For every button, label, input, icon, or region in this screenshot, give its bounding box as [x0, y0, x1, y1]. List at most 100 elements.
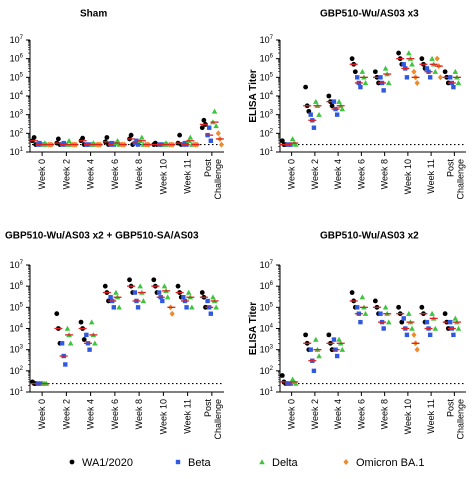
legend: WA1/2020 Beta Delta Omicron BA.1: [69, 457, 424, 469]
x-tick-label: Week 4: [86, 159, 96, 189]
y-tick-label: 104: [260, 91, 274, 101]
data-point: [138, 134, 145, 140]
x-tick-label: Week 11: [183, 159, 193, 194]
x-tick-label: Week 2: [61, 159, 71, 189]
x-tick-label: Week 2: [61, 399, 71, 429]
data-point: [355, 75, 360, 80]
data-point: [181, 295, 186, 300]
data-point: [108, 295, 113, 300]
y-tick-label: 105: [10, 72, 24, 82]
data-point: [401, 62, 406, 67]
x-tick-label: PostChallenge: [445, 399, 465, 440]
x-tick-label: Week 6: [356, 159, 366, 189]
data-point: [187, 134, 194, 140]
legend-marker: [259, 459, 265, 465]
data-point: [151, 277, 157, 283]
data-point: [396, 304, 402, 310]
data-point: [279, 373, 285, 378]
data-point: [334, 353, 340, 359]
data-point: [55, 136, 61, 142]
data-point: [169, 310, 175, 317]
y-tick-label: 103: [260, 110, 274, 120]
data-point: [111, 305, 117, 310]
x-tick-label: Week 0: [37, 399, 47, 429]
data-point: [184, 305, 189, 310]
data-point: [427, 332, 433, 338]
data-point: [210, 294, 216, 300]
y-tick-label: 105: [260, 302, 274, 312]
data-point: [127, 277, 132, 283]
y-tick-label: 101: [10, 147, 24, 157]
data-point: [137, 283, 143, 289]
data-point: [213, 123, 219, 129]
data-point: [88, 319, 95, 325]
y-tick-label: 101: [260, 387, 274, 397]
data-point: [164, 294, 171, 300]
data-point: [434, 55, 440, 62]
data-point: [414, 346, 420, 353]
x-tick-label: Week 8: [134, 399, 144, 429]
data-point: [419, 304, 425, 310]
data-point: [339, 106, 346, 112]
data-point: [199, 290, 205, 295]
data-point: [401, 316, 406, 321]
legend-label: Beta: [188, 457, 212, 469]
data-point: [205, 298, 210, 304]
y-tick-label: 102: [260, 128, 274, 138]
data-point: [292, 380, 299, 386]
data-point: [411, 68, 417, 75]
x-tick-label: PostChallenge: [445, 159, 465, 200]
data-point: [64, 325, 71, 331]
data-point: [316, 111, 322, 117]
x-tick-label: Week 8: [380, 159, 390, 189]
data-point: [189, 304, 195, 310]
legend-label: WA1/2020: [82, 457, 133, 469]
data-point: [409, 61, 415, 67]
data-point: [132, 290, 138, 295]
data-point: [429, 310, 435, 316]
data-point: [303, 84, 309, 90]
data-point: [442, 69, 448, 75]
data-point: [313, 336, 319, 342]
data-point: [63, 362, 68, 367]
data-point: [311, 368, 317, 374]
data-point: [336, 336, 342, 342]
data-point: [135, 142, 141, 147]
y-tick-label: 104: [260, 324, 274, 334]
data-point: [355, 305, 360, 310]
y-tick-label: 107: [10, 35, 24, 45]
chart-panel: GBP510-Wu/AS03 x2 + GBP510-SA/AS03 101 102…: [5, 230, 224, 440]
data-point: [213, 304, 219, 310]
data-point: [409, 325, 415, 331]
data-point: [208, 138, 214, 143]
data-point: [316, 353, 322, 359]
data-point: [381, 326, 386, 331]
y-tick-label: 106: [10, 281, 24, 291]
data-point: [211, 108, 218, 114]
x-tick-label: Week 11: [426, 159, 436, 194]
data-point: [406, 50, 412, 56]
x-tick-label: PostChallenge: [203, 399, 223, 440]
y-axis-label: ELISA Titer: [248, 69, 259, 122]
x-tick-label: Week 2: [310, 399, 320, 429]
data-point: [414, 79, 420, 86]
legend-marker: [343, 459, 349, 465]
data-point: [199, 125, 205, 131]
chart-panel: GBP510-Wu/AS03 x3 ELISA Titer 101 102 103 104…: [248, 8, 466, 200]
data-point: [308, 347, 313, 352]
y-tick-label: 101: [10, 387, 24, 397]
data-point: [175, 283, 181, 289]
x-tick-label: Week 0: [287, 159, 297, 189]
data-point: [372, 298, 378, 304]
y-tick-label: 102: [10, 128, 24, 138]
y-tick-label: 102: [10, 366, 24, 376]
data-point: [358, 319, 363, 325]
y-tick-label: 106: [260, 54, 274, 64]
y-tick-label: 106: [10, 54, 24, 64]
x-tick-label: Week 4: [86, 399, 96, 429]
legend-marker: [69, 459, 75, 465]
data-point: [378, 311, 383, 316]
x-tick-label: Week 6: [110, 399, 120, 429]
